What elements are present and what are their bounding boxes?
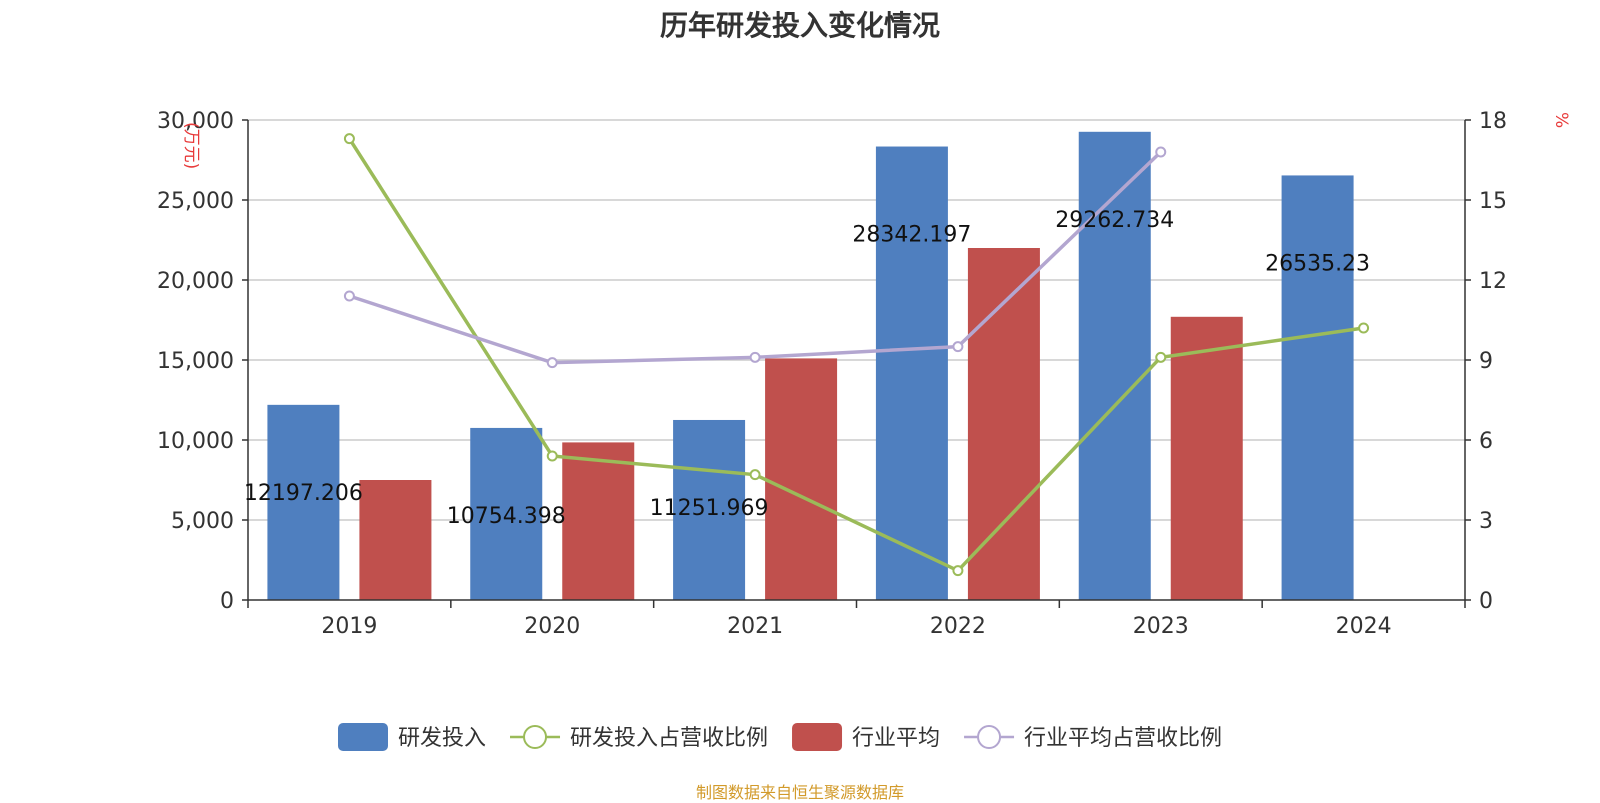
- legend-item: 行业平均: [792, 723, 940, 751]
- y-right-tick-label: 6: [1479, 429, 1493, 454]
- y-right-tick-label: 0: [1479, 589, 1493, 614]
- line-layer: [343, 133, 1370, 577]
- bar-研发投入: [673, 419, 746, 600]
- y-right-tick-label: 18: [1479, 109, 1507, 134]
- y-left-tick-label: 20,000: [157, 269, 234, 294]
- legend-item: 行业平均占营收比例: [964, 725, 1222, 751]
- legend-label: 研发投入: [398, 726, 486, 751]
- legend-item: 研发投入占营收比例: [510, 725, 768, 751]
- point-行业平均占营收比例: [952, 341, 964, 353]
- point-研发投入占营收比例: [546, 450, 558, 462]
- y-right-unit-label: %: [1551, 112, 1571, 128]
- point-行业平均占营收比例: [749, 351, 761, 363]
- data-labels: 12197.206 10754.398 11251.969 28342.197 2926…: [244, 208, 1370, 529]
- bar-data-label: 28342.197: [852, 223, 971, 248]
- y-left-tick-label: 30,000: [157, 109, 234, 134]
- y-right-tick-label: 3: [1479, 509, 1493, 534]
- point-研发投入占营收比例: [343, 133, 355, 145]
- grid-lines: [248, 119, 1465, 521]
- y-left-tick-label: 0: [220, 589, 234, 614]
- bar-行业平均: [359, 480, 432, 600]
- bar-行业平均: [967, 248, 1040, 600]
- legend-label: 行业平均: [852, 726, 940, 751]
- y-left-tick-label: 5,000: [171, 509, 234, 534]
- bar-data-label: 12197.206: [244, 481, 363, 506]
- y-left-tick-label: 25,000: [157, 189, 234, 214]
- x-tick-label: 2022: [930, 614, 986, 639]
- point-研发投入占营收比例: [1358, 322, 1370, 334]
- source-note: 制图数据来自恒生聚源数据库: [695, 783, 904, 802]
- x-tick-label: 2021: [727, 614, 783, 639]
- point-研发投入占营收比例: [952, 565, 964, 577]
- x-tick-label: 2019: [321, 614, 377, 639]
- y-left-tick-label: 10,000: [157, 429, 234, 454]
- bar-研发投入: [1078, 131, 1151, 600]
- bar-研发投入: [1281, 175, 1354, 600]
- point-研发投入占营收比例: [1155, 351, 1167, 363]
- bar-研发投入: [470, 427, 543, 600]
- point-研发投入占营收比例: [749, 469, 761, 481]
- legend-swatch: [792, 723, 843, 751]
- bar-layer: [267, 131, 1354, 600]
- point-行业平均占营收比例: [1155, 146, 1167, 158]
- axes: 0 5,000 10,000 15,000 20,000 25,000 30,000 0 3 6 9…: [157, 109, 1571, 639]
- bar-data-label: 26535.23: [1265, 251, 1370, 276]
- y-left-unit-label: (万元): [181, 122, 201, 169]
- legend-label: 研发投入占营收比例: [570, 726, 768, 751]
- y-right-tick-label: 9: [1479, 349, 1493, 374]
- y-right-tick-label: 15: [1479, 189, 1507, 214]
- y-left-tick-label: 15,000: [157, 349, 234, 374]
- x-tick-label: 2024: [1336, 614, 1392, 639]
- bar-data-label: 10754.398: [447, 504, 566, 529]
- point-行业平均占营收比例: [546, 357, 558, 369]
- bar-研发投入: [267, 404, 340, 600]
- x-tick-label: 2023: [1133, 614, 1189, 639]
- bar-行业平均: [765, 358, 838, 600]
- bar-data-label: 29262.734: [1055, 208, 1174, 233]
- x-tick-label: 2020: [524, 614, 580, 639]
- legend-swatch: [338, 723, 388, 751]
- legend: 研发投入 研发投入占营收比例 行业平均 行业平均占营收比例: [338, 723, 1222, 751]
- bar-行业平均: [562, 442, 635, 600]
- point-行业平均占营收比例: [343, 290, 355, 302]
- legend-item: 研发投入: [338, 723, 486, 751]
- legend-swatch-marker: [977, 725, 1002, 749]
- y-right-tick-label: 12: [1479, 269, 1507, 294]
- bar-行业平均: [1170, 316, 1243, 600]
- chart-title: 历年研发投入变化情况: [659, 9, 940, 42]
- line-研发投入占营收比例: [347, 137, 1364, 573]
- bar-data-label: 11251.969: [650, 496, 769, 521]
- legend-label: 行业平均占营收比例: [1024, 726, 1222, 751]
- bar-研发投入: [875, 146, 948, 600]
- legend-swatch-marker: [523, 725, 548, 749]
